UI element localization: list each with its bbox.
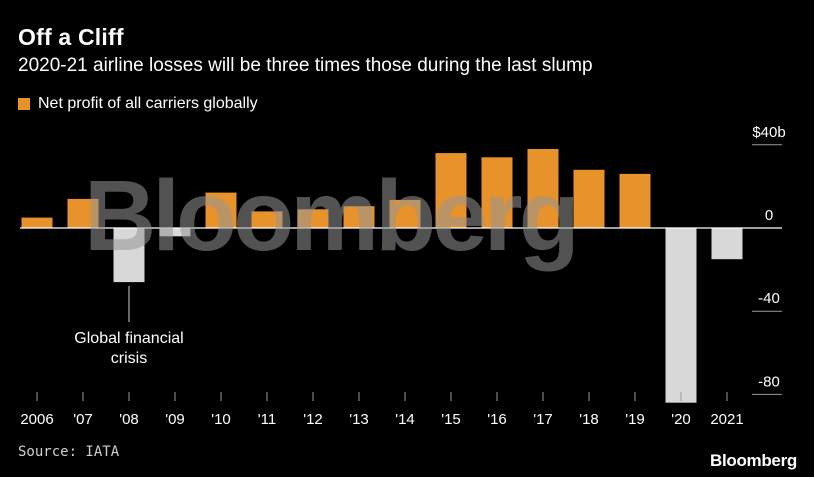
chart-title: Off a Cliff bbox=[18, 24, 124, 50]
bar-12 bbox=[297, 209, 329, 228]
x-tick-label: '16 bbox=[487, 411, 507, 428]
bar-15 bbox=[435, 153, 467, 228]
x-tick-label: '17 bbox=[533, 411, 553, 428]
bar-10 bbox=[205, 192, 237, 228]
bar-19 bbox=[619, 173, 651, 228]
legend: Net profit of all carriers globally bbox=[18, 95, 258, 113]
bar-2021 bbox=[711, 228, 743, 260]
bar-13 bbox=[343, 206, 375, 228]
legend-swatch bbox=[18, 98, 30, 110]
bar-20 bbox=[665, 228, 697, 403]
bar-14 bbox=[389, 199, 421, 228]
x-tick-label: '14 bbox=[395, 411, 415, 428]
x-tick-label: '13 bbox=[349, 411, 369, 428]
x-tick-label: '11 bbox=[258, 411, 276, 428]
legend-label: Net profit of all carriers globally bbox=[38, 95, 258, 112]
x-tick-label: '10 bbox=[211, 411, 231, 428]
x-tick-label: '07 bbox=[73, 411, 93, 428]
y-tick-label-0: 0 bbox=[765, 207, 773, 224]
x-tick-label: '09 bbox=[165, 411, 185, 428]
y-tick-label--40: -40 bbox=[758, 290, 780, 307]
chart-subtitle: 2020-21 airline losses will be three tim… bbox=[18, 55, 593, 76]
brand-logo: Bloomberg bbox=[709, 451, 797, 470]
x-tick-label: '20 bbox=[671, 411, 691, 428]
bar-07 bbox=[67, 198, 99, 228]
x-tick-label: '15 bbox=[441, 411, 461, 428]
x-tick-label: 2006 bbox=[20, 411, 53, 428]
x-tick-label: '08 bbox=[119, 411, 139, 428]
y-tick-label--80: -80 bbox=[758, 373, 780, 390]
bar-2006 bbox=[21, 217, 53, 228]
bar-17 bbox=[527, 149, 559, 228]
bar-16 bbox=[481, 157, 513, 228]
x-tick-label: '19 bbox=[625, 411, 645, 428]
bar-09 bbox=[159, 228, 191, 237]
bar-11 bbox=[251, 211, 283, 228]
x-tick-label: '12 bbox=[303, 411, 323, 428]
bar-18 bbox=[573, 169, 605, 228]
annotation-line-1: Global financial bbox=[74, 330, 183, 347]
x-tick-label: '18 bbox=[579, 411, 599, 428]
annotation-line-2: crisis bbox=[111, 350, 147, 367]
bar-08 bbox=[113, 228, 145, 283]
x-tick-label: 2021 bbox=[710, 411, 743, 428]
source-note: Source: IATA bbox=[18, 444, 120, 460]
y-tick-label-40: $40b bbox=[752, 124, 785, 141]
